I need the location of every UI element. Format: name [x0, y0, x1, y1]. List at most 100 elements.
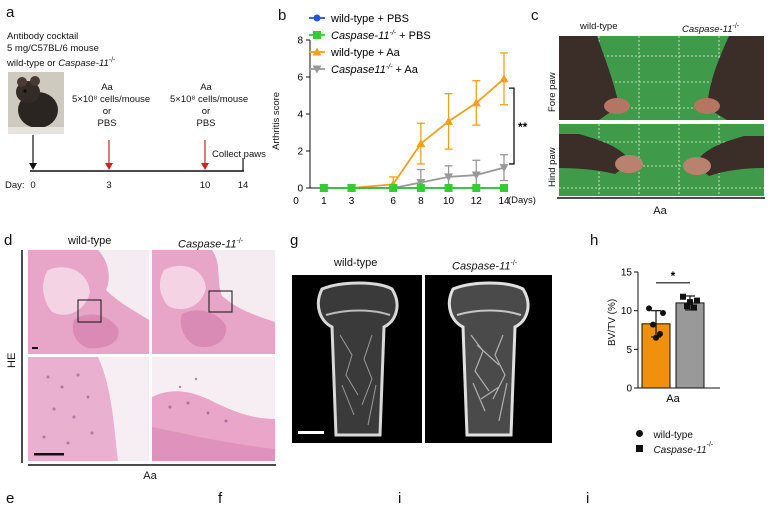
legend-circle-icon — [636, 430, 643, 438]
significance-bracket — [509, 87, 515, 165]
data-point — [471, 171, 481, 180]
data-point — [416, 184, 425, 192]
arrow-day-3-head — [105, 163, 113, 170]
panel-label-a: a — [6, 4, 15, 21]
y-tick-label: 10 — [621, 306, 633, 317]
panel-label-e: e — [6, 490, 15, 507]
paw-bracket — [557, 197, 765, 199]
data-point — [499, 74, 509, 83]
day-14: 14 — [237, 180, 249, 191]
legend-marker — [312, 47, 322, 56]
chart-h-legend-2-sup: -/- — [706, 441, 714, 449]
cocktail-genotype-sup: -/- — [108, 57, 116, 64]
paw-col-caspase: Caspase-11-/- — [682, 21, 739, 35]
legend-label: wild-type + PBS — [330, 13, 409, 25]
panel-label-g: g — [290, 232, 299, 249]
bar — [675, 302, 705, 389]
he-col-wildtype: wild-type — [68, 235, 112, 247]
chart-h-legend-2: Caspase-11-/- — [636, 440, 713, 458]
y-tick-label: 2 — [297, 147, 303, 158]
cocktail-line-2: 5 mg/C57BL/6 mouse — [7, 43, 99, 54]
data-point — [650, 321, 656, 328]
y-tick-label: 15 — [621, 268, 633, 279]
he-col-caspase-italic: Caspase-11 — [178, 238, 237, 251]
fore-paw-photo — [559, 36, 764, 120]
injection-1-line-4: PBS — [97, 118, 117, 129]
cocktail-line-1: Antibody cocktail — [7, 31, 79, 42]
data-point — [444, 184, 453, 192]
data-point — [389, 184, 398, 192]
he-bottom-bracket — [28, 464, 276, 466]
legend-square-icon — [636, 445, 643, 453]
data-point — [653, 334, 659, 341]
y-tick-label: 6 — [297, 73, 303, 84]
x-tick-label: 1 — [321, 196, 327, 207]
significance-label: ** — [518, 120, 528, 134]
data-point — [646, 305, 652, 312]
he-row-bracket — [21, 250, 23, 463]
he-col-caspase: Caspase-11-/- — [178, 236, 243, 251]
legend-label: wild-type + Aa — [330, 47, 401, 59]
arrow-day-0-head — [29, 163, 37, 170]
legend-marker — [312, 65, 322, 74]
paw-row-hind: Hind paw — [547, 147, 558, 187]
chart-h-legend-1: wild-type — [636, 425, 693, 443]
cocktail-genotype: Caspase-11 — [58, 58, 109, 70]
paw-row-fore: Fore paw — [547, 72, 558, 112]
he-bottom-label: Aa — [143, 470, 157, 482]
y-tick-label: 8 — [297, 36, 303, 47]
arthritis-chart: 0 2 4 6 8 0 1 3 6 8 10 12 14 ** wild-type + PBS Caspase… — [293, 13, 528, 207]
data-point — [444, 173, 454, 182]
ct-wildtype-image — [292, 275, 422, 443]
he-caspase-overview — [152, 250, 275, 354]
collect-paws-label: Collect paws — [212, 149, 266, 160]
ct-col-caspase: Caspase-11-/- — [452, 258, 517, 273]
data-point — [319, 184, 328, 192]
data-point — [347, 184, 356, 192]
day-10: 10 — [199, 180, 211, 191]
y-tick-label: 4 — [297, 110, 303, 121]
he-col-caspase-sup: -/- — [236, 238, 244, 245]
he-wildtype-overview — [28, 250, 149, 354]
cocktail-line-3-prefix: wild-type or — [7, 58, 59, 70]
data-point — [660, 309, 666, 316]
panel-label-b: b — [278, 7, 287, 24]
data-point — [499, 164, 509, 173]
hind-paw-photo — [559, 124, 764, 196]
injection-1-line-3: or — [102, 106, 112, 117]
arrow-day-10-head — [201, 163, 209, 170]
injection-2-line-1: Aa — [200, 82, 212, 93]
chart-h-ylabel: BV/TV (%) — [607, 298, 618, 346]
data-point — [471, 98, 481, 107]
x-tick-label: 8 — [418, 196, 424, 207]
panel-label-f: f — [218, 490, 223, 507]
chart-h-legend-2-label: Caspase-11 — [653, 445, 707, 456]
x-tick-label: 3 — [349, 196, 355, 207]
data-point — [684, 303, 690, 310]
day-3: 3 — [106, 180, 112, 191]
injection-2-line-4: PBS — [196, 118, 216, 129]
panel-label-h: h — [590, 232, 599, 249]
he-caspase-zoom — [152, 357, 275, 461]
injection-2-line-3: or — [201, 106, 211, 117]
paw-col-caspase-italic: Caspase-11 — [682, 24, 733, 36]
panel-label-d: d — [4, 232, 13, 249]
data-point — [680, 293, 686, 300]
ct-col-caspase-sup: -/- — [510, 260, 518, 267]
data-point — [687, 299, 693, 306]
legend-marker — [313, 14, 321, 22]
injection-1-line-2: 5×10⁸ cells/mouse — [72, 94, 151, 105]
mouse-photo — [8, 72, 64, 134]
he-wildtype-zoom — [28, 357, 149, 461]
timeline — [29, 135, 244, 172]
paw-col-caspase-sup: -/- — [732, 23, 740, 30]
panel-label-c: c — [531, 7, 539, 24]
data-point — [657, 330, 663, 337]
x-tick-label: 6 — [390, 196, 396, 207]
bvtv-chart: 0 5 10 15 * Aa — [621, 268, 720, 405]
panel-label-i-second: i — [586, 490, 590, 507]
legend-marker — [313, 31, 321, 39]
day-label: Day: — [5, 180, 25, 191]
he-row-label: HE — [6, 352, 18, 368]
x-tick-label: 0 — [293, 196, 299, 207]
